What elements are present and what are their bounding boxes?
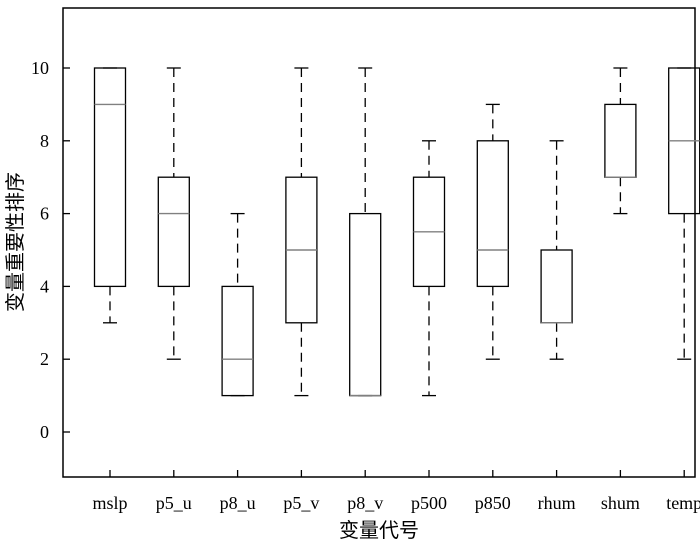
iqr-box-p8_u	[221, 285, 254, 397]
iqr-box-p5_u	[157, 176, 190, 288]
x-tick-label-p5_v: p5_v	[283, 493, 319, 513]
y-tick-label-0: 0	[40, 422, 49, 442]
y-tick-label-6: 6	[40, 204, 49, 224]
iqr-box-p8_v	[349, 212, 382, 397]
iqr-box-p850	[476, 140, 509, 288]
x-axis-title: 变量代号	[339, 518, 419, 542]
x-tick-label-temp: temp	[666, 493, 700, 513]
box-p850	[476, 103, 509, 360]
iqr-box-rhum	[540, 249, 573, 324]
y-tick-label-4: 4	[40, 276, 49, 296]
box-rhum	[540, 140, 573, 360]
box-p8_v	[349, 67, 382, 397]
boxes	[93, 67, 700, 397]
iqr-box-shum	[604, 103, 637, 178]
x-tick-label-shum: shum	[601, 493, 640, 513]
box-mslp	[93, 67, 127, 324]
x-tick-label-mslp: mslp	[92, 493, 127, 513]
box-p5_u	[157, 67, 190, 360]
y-tick-label-10: 10	[31, 58, 49, 78]
x-tick-label-p8_u: p8_u	[220, 493, 256, 513]
y-tick-label-2: 2	[40, 349, 49, 369]
x-tick-label-p5_u: p5_u	[156, 493, 192, 513]
y-tick-label-8: 8	[40, 131, 49, 151]
x-axis: mslp p5_u p8_u p5_v p8_v p500 p850 rhum shum temp	[92, 470, 700, 513]
box-p500	[412, 140, 446, 397]
y-axis-title: 变量重要性排序	[3, 172, 27, 312]
box-p5_v	[285, 67, 318, 397]
x-tick-label-p8_v: p8_v	[347, 493, 383, 513]
box-shum	[604, 67, 637, 215]
y-axis: 0 2 4 6 8 10	[31, 58, 70, 442]
box-p8_u	[221, 212, 254, 397]
plot-area-frame	[62, 7, 696, 478]
x-tick-label-p850: p850	[475, 493, 511, 513]
iqr-box-mslp	[93, 67, 127, 288]
x-tick-label-p500: p500	[411, 493, 447, 513]
x-tick-label-rhum: rhum	[538, 493, 576, 513]
